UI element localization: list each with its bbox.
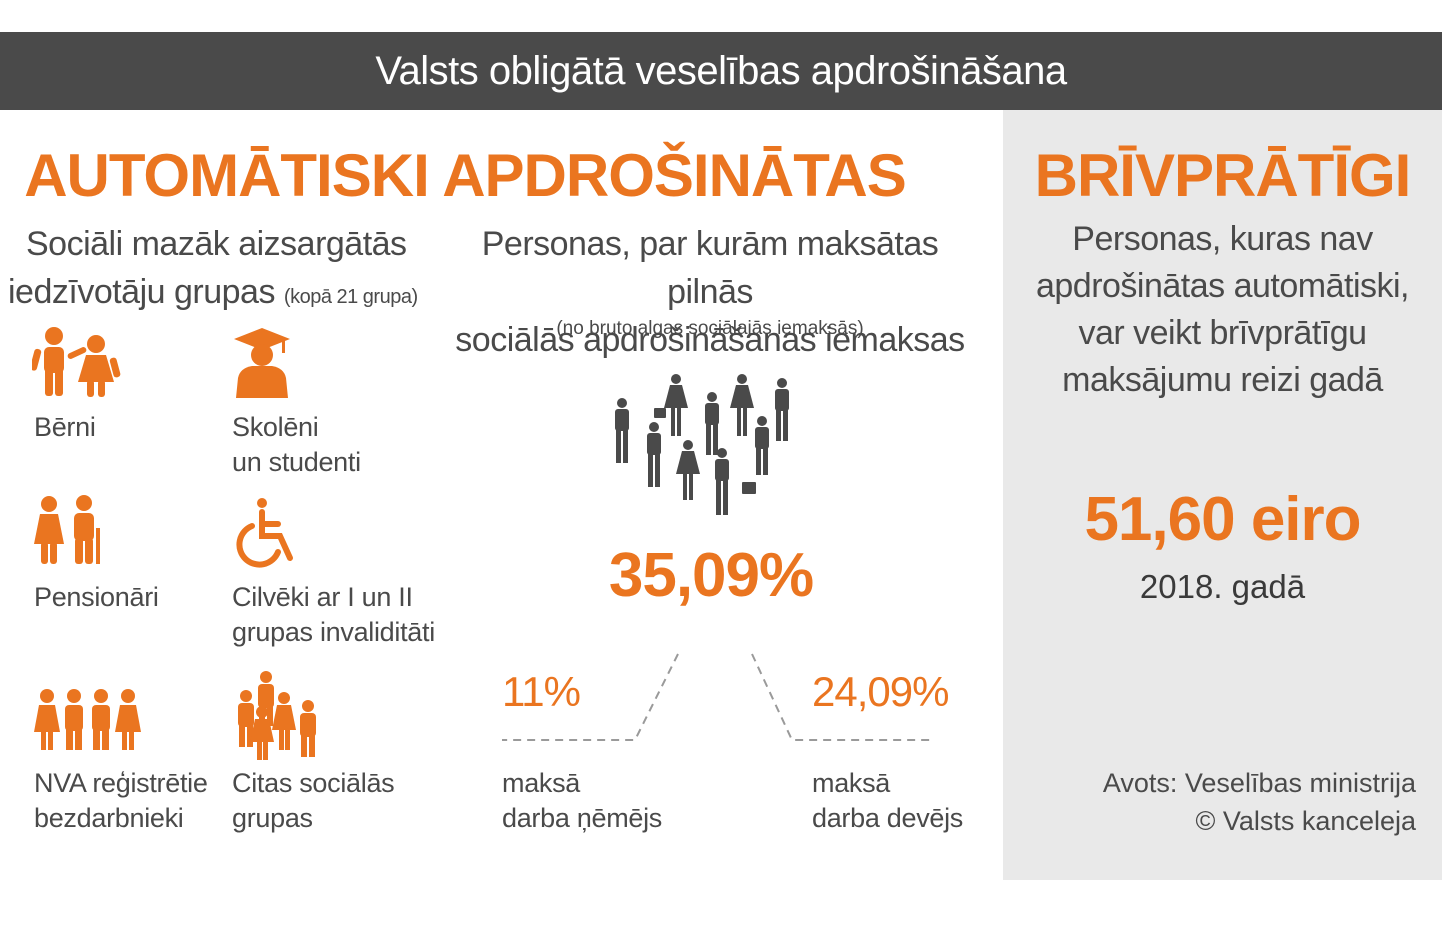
voluntary-panel [1003,110,1442,880]
crowd-icon [615,374,789,515]
group-label-disability: Cilvēki ar I un II grupas invaliditāti [232,582,435,647]
groups-heading-line2: iedzīvotāju grupas (kopā 21 grupa) [8,268,418,321]
total-percentage: 35,09% [608,541,814,610]
voluntary-title: BRĪVPRĀTĪGI [1034,142,1412,209]
wheelchair-icon [236,498,293,568]
group-label-other-social: Citas sociālās grupas [232,768,395,833]
automatic-title: AUTOMĀTISKI APDROŠINĀTAS [24,142,907,209]
employee-label: maksā darba ņēmējs [502,768,662,833]
groups-heading-line1: Sociāli mazāk aizsargātās [26,225,407,263]
page-header: Valsts obligātā veselības apdrošināšana [0,32,1442,110]
group-label-children: Bērni [34,412,96,442]
pensioners-icon [34,495,100,564]
group-label-pensioners: Pensionāri [34,582,159,612]
unemployed-icon [34,689,141,750]
split-connector-lines [502,653,932,741]
persons-heading: Personas, par kurām maksātas pilnās soci… [455,225,965,359]
children-icon [32,327,121,397]
graduate-icon [234,328,290,398]
persons-note: (no bruto algas sociālajās iemaksās) [556,318,864,339]
voluntary-description: Personas, kuras nav apdrošinātas automāt… [1035,220,1410,399]
social-groups-icon [238,671,316,760]
groups-heading-note: (kopā 21 grupa) [283,286,418,308]
voluntary-amount: 51,60 eiro [1084,485,1361,554]
employee-percentage: 11% [502,668,581,715]
page-title: Valsts obligātā veselības apdrošināšana [375,49,1067,93]
group-label-students: Skolēni un studenti [232,412,361,477]
groups-heading-text: iedzīvotāju grupas [8,273,275,311]
source-credit: Avots: Veselības ministrija © Valsts kan… [1102,768,1416,836]
employer-label: maksā darba devējs [812,768,964,833]
group-label-unemployed: NVA reģistrētie bezdarbnieki [34,768,208,833]
voluntary-year: 2018. gadā [1139,568,1306,605]
employer-percentage: 24,09% [812,668,949,715]
